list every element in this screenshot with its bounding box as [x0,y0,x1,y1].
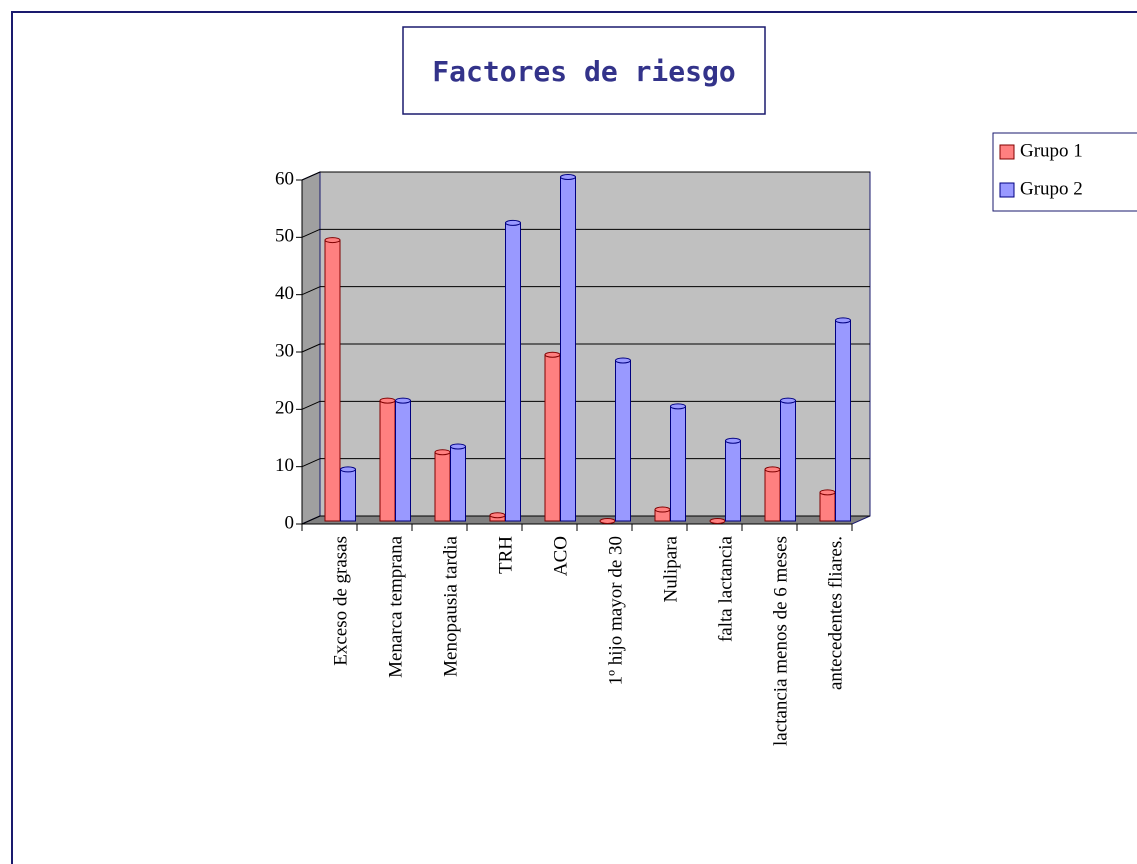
x-tick-label: falta lactancia [715,535,736,642]
y-tick-label: 40 [275,283,294,304]
legend-swatch [999,182,1015,198]
bar-cap [819,489,836,496]
bar [780,400,796,522]
bar-cap [560,174,576,180]
grid-line-side [301,343,321,353]
bar [615,359,631,522]
bar [505,222,521,522]
x-tick-label: Menopausia tardia [440,535,461,676]
bar-cap [835,317,851,324]
bar [434,451,451,522]
bar [324,239,341,522]
grid-line-side [301,171,321,181]
x-tick-label: Exceso de grasas [330,536,351,666]
bar [819,491,836,522]
bar-cap [599,518,616,524]
bar [379,400,396,522]
legend-swatch [999,144,1015,160]
legend-label: Grupo 2 [1020,178,1083,199]
x-tick-label: ACO [550,536,571,576]
chart-title: Factores de riesgo [432,55,735,88]
bar-cap [395,397,411,404]
bar-cap [340,466,356,473]
y-tick-label: 30 [275,340,294,361]
x-tick-label: antecedentes fliares. [825,536,846,690]
bar [544,354,561,522]
x-tick-label: 1º hijo mayor de 30 [605,536,626,685]
title-box [402,26,766,115]
bar-cap [615,357,631,364]
bar-cap [725,437,741,444]
bar-cap [324,237,341,244]
y-tick-label: 20 [275,398,294,419]
bar [764,468,781,522]
x-tick-label: Nulipara [660,535,681,602]
x-tick-label: lactancia menos de 6 meses [770,536,791,746]
legend-label: Grupo 1 [1020,140,1083,161]
bar [340,468,356,522]
bar-cap [489,512,506,519]
x-tick-label: TRH [495,536,516,574]
bar-cap [434,449,451,456]
y-tick-label: 50 [275,226,294,247]
grid-line-side [301,228,321,238]
bar-cap [654,506,671,513]
bar [560,176,576,522]
grid-line-side [301,458,321,468]
bar-cap [709,518,726,524]
grid-line-side [301,286,321,296]
bar-cap [670,403,686,410]
bar-cap [780,397,796,404]
bar-cap [764,466,781,473]
y-tick-label: 0 [285,512,295,533]
bar [670,405,686,522]
legend-box [992,132,1137,212]
bar-cap [450,443,466,450]
y-tick-label: 10 [275,455,294,476]
bar-cap [379,397,396,404]
grid-line-side [301,515,321,525]
bar [725,440,741,522]
x-tick-label: Menarca temprana [385,535,406,677]
bar-cap [544,351,561,358]
grid-line-side [301,400,321,410]
bar [395,400,411,522]
bar-cap [505,219,521,226]
bar [450,445,466,522]
bar [835,319,851,522]
y-tick-label: 60 [275,168,294,189]
